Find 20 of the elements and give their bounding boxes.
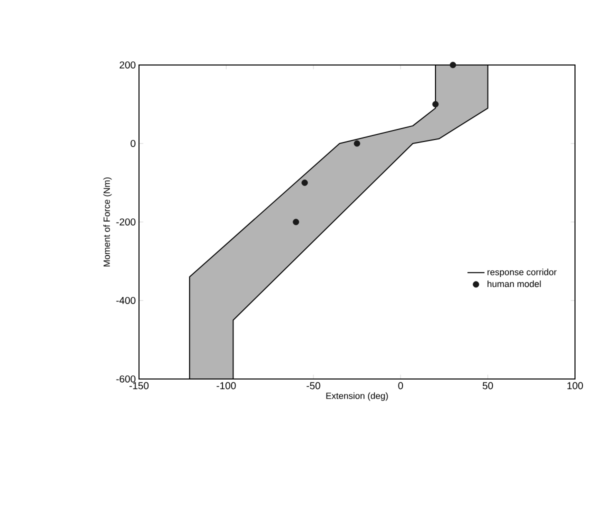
point [450,62,456,68]
y-tick-label: -200 [116,218,136,226]
point [302,180,308,186]
x-tick-label: 50 [482,382,493,390]
x-tick-label: -50 [306,382,320,390]
x-tick-label: -150 [129,382,149,390]
x-tick-label: 0 [398,382,403,390]
y-tick-label: 0 [130,140,136,148]
y-tick-label: 200 [120,61,136,69]
legend-label: human model [488,280,541,288]
point [292,218,300,226]
x-axis-title: Extension (deg) [326,392,388,401]
x-tick-label: 100 [567,382,583,390]
x-tick-label: -100 [216,382,236,390]
y-axis-title: Moment of Force (Nm) [103,177,112,266]
y-tick-label: -400 [116,296,136,304]
point [354,140,360,147]
point [432,101,439,108]
y-tick-label: -600 [116,375,136,383]
legend-label: response corridor [488,268,557,278]
